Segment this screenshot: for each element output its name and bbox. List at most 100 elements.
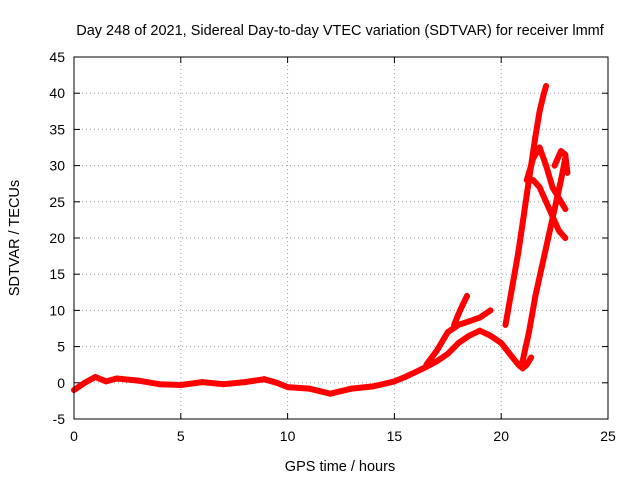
data-point	[543, 82, 550, 89]
data-point	[113, 375, 120, 382]
data-point	[519, 358, 526, 365]
data-point	[536, 108, 543, 115]
data-point	[220, 381, 227, 388]
data-point	[506, 350, 513, 357]
data-point	[502, 321, 509, 328]
data-point	[523, 361, 530, 368]
data-point	[562, 151, 569, 158]
series-trace	[71, 327, 535, 397]
data-point	[523, 191, 530, 198]
data-point	[562, 235, 569, 241]
data-point	[545, 235, 552, 241]
y-axis-label: SDTVAR / TECUs	[7, 180, 23, 296]
data-point	[391, 378, 398, 385]
series-trace	[551, 148, 571, 176]
y-tick-label: 35	[49, 121, 65, 137]
data-point	[515, 249, 522, 256]
data-point	[519, 365, 526, 372]
data-point	[103, 378, 110, 385]
data-point	[451, 321, 458, 328]
data-point	[543, 198, 550, 205]
series-descending-from-32	[523, 144, 569, 213]
y-tick-label: 40	[49, 85, 65, 101]
data-point	[525, 329, 532, 336]
y-tick-label: 5	[57, 339, 65, 355]
y-tick-label: 15	[49, 266, 65, 282]
data-point	[530, 155, 537, 162]
data-point	[455, 339, 462, 346]
data-point	[562, 206, 569, 213]
data-point	[273, 379, 280, 386]
x-axis-label: GPS time / hours	[285, 459, 395, 475]
chart-title: Day 248 of 2021, Sidereal Day-to-day VTE…	[76, 23, 605, 39]
data-point	[464, 292, 471, 299]
data-point	[487, 332, 494, 339]
data-point	[555, 227, 562, 234]
data-point	[434, 347, 441, 354]
data-point	[519, 220, 526, 227]
data-point	[92, 374, 99, 381]
y-tick-label: 30	[49, 158, 65, 174]
data-point	[156, 381, 163, 388]
data-point	[370, 383, 377, 390]
y-tick-label: 20	[49, 230, 65, 246]
data-point	[487, 307, 494, 314]
data-point	[199, 379, 206, 386]
data-point	[564, 169, 571, 176]
data-point	[434, 358, 441, 365]
series-baseline-and-lower-arc	[71, 327, 535, 397]
data-point	[459, 301, 466, 308]
series-rise-to-peak	[502, 82, 550, 328]
data-point	[508, 285, 515, 292]
data-point	[532, 133, 539, 140]
series-trace	[530, 177, 569, 241]
x-tick-label: 0	[70, 428, 78, 444]
series-trace	[451, 292, 470, 328]
data-point	[551, 206, 558, 213]
series-upper-arc	[423, 307, 494, 368]
data-point	[476, 327, 483, 334]
data-point	[135, 377, 142, 384]
data-point	[81, 379, 88, 386]
x-tick-label: 25	[600, 428, 616, 444]
series-lower-falling-branch	[530, 177, 569, 241]
data-point	[466, 318, 473, 325]
plot-frame	[73, 56, 609, 420]
y-tick-label: 45	[49, 49, 65, 65]
x-tick-label: 15	[387, 428, 403, 444]
data-point	[177, 381, 184, 388]
data-point	[261, 376, 268, 383]
data-point	[241, 379, 248, 386]
y-tick-label: 10	[49, 302, 65, 318]
data-point	[530, 177, 537, 184]
data-point	[551, 162, 558, 169]
series-right-edge	[551, 148, 571, 176]
data-point	[455, 311, 462, 318]
data-point	[558, 177, 565, 184]
data-point	[327, 390, 334, 397]
grid	[74, 57, 608, 419]
data-point	[536, 144, 543, 151]
data-point	[444, 350, 451, 357]
data-point	[412, 368, 419, 375]
series-trace	[519, 155, 569, 365]
data-point	[305, 385, 312, 392]
data-point	[476, 314, 483, 321]
data-point	[558, 148, 565, 155]
data-point	[549, 213, 556, 220]
data-point	[538, 263, 545, 270]
x-tick-label: 5	[177, 428, 185, 444]
data-point	[523, 177, 530, 184]
series-spike-branch	[451, 292, 471, 328]
data-point	[515, 361, 522, 368]
data-point	[532, 292, 539, 299]
x-tick-label: 10	[280, 428, 296, 444]
data-point	[540, 90, 547, 97]
data-point	[536, 184, 543, 191]
data-point	[528, 354, 535, 361]
y-tick-label: 25	[49, 194, 65, 210]
data-points	[71, 82, 571, 397]
x-tick-label: 20	[493, 428, 509, 444]
